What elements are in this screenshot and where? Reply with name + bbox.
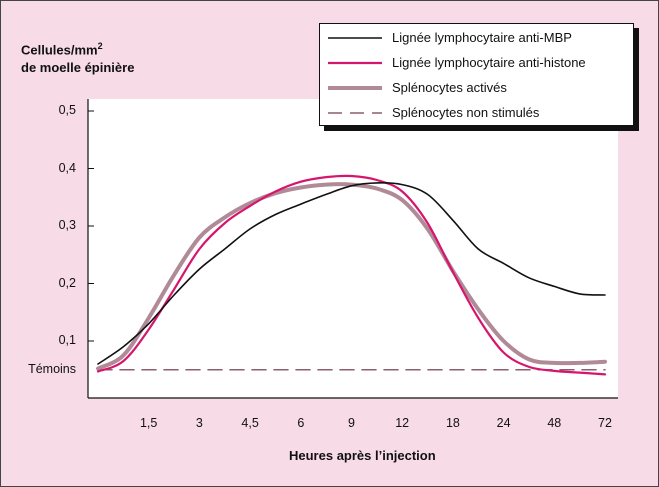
- x-tick-label: 18: [445, 416, 460, 430]
- series-layer: [96, 174, 607, 376]
- x-tick-label: 24: [496, 416, 511, 430]
- y-tick-label: 0,2: [58, 275, 76, 290]
- legend-label-2: Lignée lymphocytaire anti-histone: [392, 55, 586, 70]
- y-tick-label: 0,1: [58, 333, 76, 347]
- y-tick-label: 0,3: [58, 218, 76, 232]
- y-axis-label-line1: Cellules/mm: [21, 42, 98, 58]
- legend-swatches: [328, 37, 382, 114]
- x-tick-label: 9: [348, 416, 355, 430]
- y-axis-label-line2: de moelle épinière: [21, 60, 135, 76]
- x-tick-label: 48: [547, 416, 562, 430]
- legend-label-3: Splénocytes activés: [392, 80, 507, 95]
- legend-label-1: Lignée lymphocytaire anti-MBP: [392, 30, 572, 45]
- x-tick-label: 3: [195, 416, 203, 430]
- x-axis-label: Heures après l’injection: [289, 448, 436, 463]
- y-tick-label: Témoins: [28, 361, 76, 376]
- y-tick-label: 0,4: [58, 160, 76, 175]
- y-tick-label: 0,5: [58, 103, 76, 117]
- tick-marks: [88, 110, 94, 342]
- y-axis-label: Cellules/mm2 de moelle épinière: [21, 37, 134, 77]
- x-tick-label: 6: [297, 416, 305, 430]
- series-line-1: [97, 182, 606, 365]
- x-tick-label: 72: [598, 416, 612, 430]
- series-line-3: [96, 182, 607, 371]
- legend: Lignée lymphocytaire anti-MBP Lignée lymp…: [319, 23, 634, 126]
- y-axis-label-sup: 2: [97, 41, 103, 51]
- x-tick-label: 4,5: [241, 416, 259, 430]
- x-tick-label: 1,5: [139, 416, 158, 430]
- legend-label-4: Splénocytes non stimulés: [392, 105, 540, 120]
- plot-area: [88, 99, 618, 398]
- x-tick-label: 12: [395, 416, 410, 430]
- series-line-2: [96, 174, 607, 376]
